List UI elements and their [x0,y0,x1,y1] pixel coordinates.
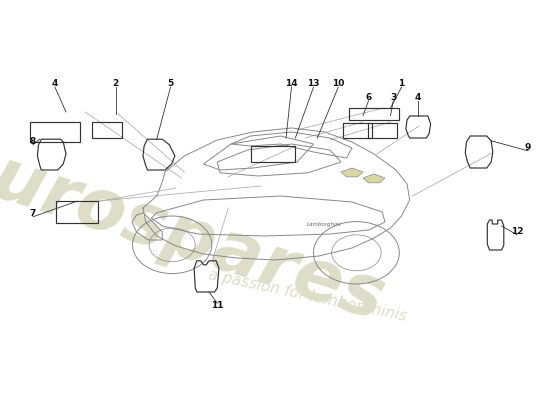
Polygon shape [341,168,363,177]
Text: 7: 7 [30,210,36,218]
Polygon shape [363,174,385,183]
Text: a passion for lamborghinis: a passion for lamborghinis [207,268,409,324]
Text: 10: 10 [332,80,344,88]
Text: 3: 3 [390,94,397,102]
Bar [30,122,80,142]
Text: 6: 6 [365,94,372,102]
Text: eurospares: eurospares [0,129,393,335]
Text: 8: 8 [30,138,36,146]
Text: Lamborghini: Lamborghini [307,222,342,227]
Text: 14: 14 [285,80,298,88]
Text: 4: 4 [52,80,58,88]
Text: 11: 11 [211,302,223,310]
Text: 9: 9 [525,144,531,152]
Bar [368,123,397,138]
Text: 5: 5 [167,80,174,88]
Bar [57,201,98,223]
Text: 12: 12 [511,228,523,236]
Text: 2: 2 [112,80,119,88]
Bar [349,108,399,120]
Bar [251,146,295,162]
Text: 1: 1 [398,80,405,88]
Bar [343,123,372,138]
Bar [92,122,122,138]
Text: 13: 13 [307,80,320,88]
Text: 4: 4 [415,94,421,102]
